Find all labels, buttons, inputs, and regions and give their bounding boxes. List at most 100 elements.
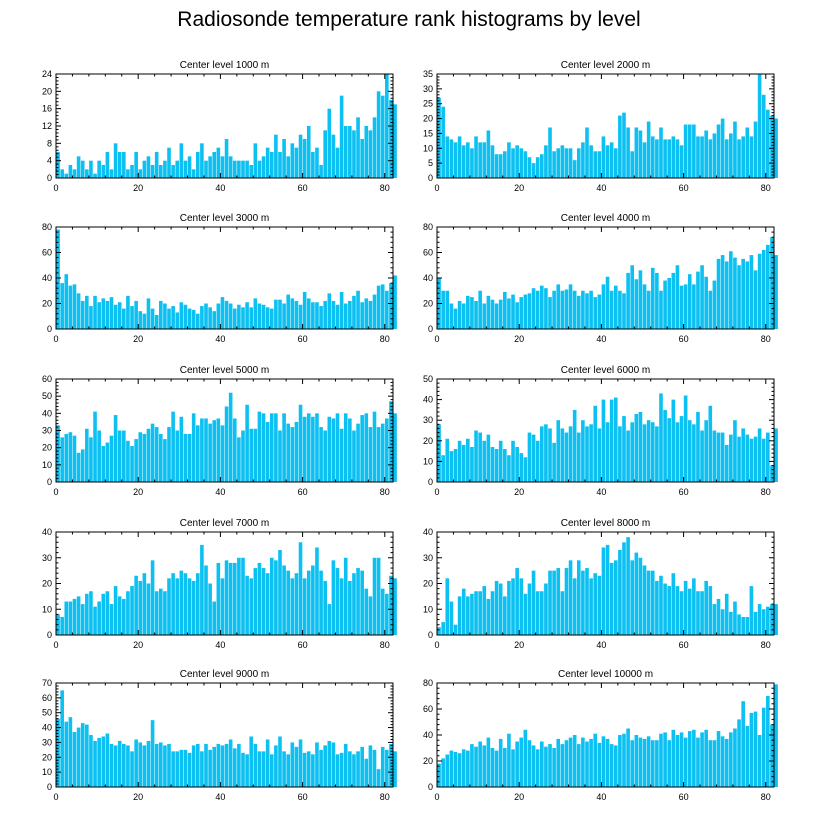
histogram-bar bbox=[311, 754, 315, 787]
panel-3: Center level 3000 m 0 20 40 60 80 0 20 40 60 80 bbox=[42, 213, 397, 344]
histogram-bar bbox=[737, 614, 741, 635]
histogram-bar bbox=[630, 265, 635, 329]
histogram-bar bbox=[712, 430, 717, 482]
x-tick-label: 80 bbox=[761, 334, 771, 344]
histogram-bar bbox=[568, 284, 573, 330]
histogram-bar bbox=[298, 542, 303, 635]
histogram-bar bbox=[671, 729, 676, 787]
histogram-bar bbox=[613, 148, 618, 178]
histogram-bar bbox=[626, 127, 630, 178]
histogram-bar bbox=[183, 749, 188, 787]
histogram-bar bbox=[376, 557, 381, 635]
y-tick-label: 50 bbox=[42, 391, 52, 401]
histogram-bar bbox=[327, 416, 332, 482]
histogram-bar bbox=[507, 455, 511, 482]
histogram-bar bbox=[498, 440, 503, 482]
histogram-bar bbox=[76, 596, 81, 636]
histogram-bar bbox=[552, 570, 556, 636]
histogram-bar bbox=[761, 707, 766, 787]
histogram-bar bbox=[716, 598, 721, 635]
histogram-bar bbox=[655, 580, 659, 635]
histogram-bar bbox=[150, 720, 155, 787]
histogram-bar bbox=[646, 290, 651, 329]
histogram-bar bbox=[306, 298, 311, 329]
x-tick-label: 60 bbox=[679, 334, 689, 344]
histogram-bar bbox=[589, 145, 593, 178]
histogram-bar bbox=[109, 435, 114, 482]
histogram-bar bbox=[80, 604, 85, 635]
histogram-bar bbox=[441, 758, 445, 787]
histogram-bar bbox=[470, 148, 474, 178]
histogram-bar bbox=[453, 142, 458, 178]
histogram-bar bbox=[335, 147, 340, 178]
histogram-bar bbox=[385, 74, 389, 178]
histogram-bar bbox=[348, 418, 352, 482]
x-tick-label: 0 bbox=[434, 487, 439, 497]
histogram-bar bbox=[720, 118, 725, 178]
histogram-bar bbox=[474, 591, 478, 635]
histogram-bar bbox=[323, 745, 327, 787]
histogram-bar bbox=[253, 568, 258, 635]
histogram-bar bbox=[474, 430, 478, 482]
histogram-bar bbox=[757, 604, 762, 635]
histogram-bar bbox=[622, 112, 626, 178]
histogram-bar bbox=[544, 583, 548, 635]
histogram-bar bbox=[85, 295, 89, 329]
histogram-bar bbox=[609, 744, 614, 787]
histogram-bar bbox=[675, 586, 680, 635]
histogram-bar bbox=[372, 294, 377, 329]
histogram-bar bbox=[368, 300, 373, 329]
x-tick-label: 60 bbox=[679, 183, 689, 193]
histogram-bar bbox=[626, 728, 630, 787]
histogram-bar bbox=[622, 542, 626, 635]
histogram-bar bbox=[453, 624, 458, 635]
histogram-bar bbox=[126, 295, 130, 329]
histogram-bar bbox=[220, 578, 225, 635]
x-tick-label: 80 bbox=[380, 640, 390, 650]
histogram-bar bbox=[64, 433, 69, 482]
histogram-bar bbox=[105, 442, 110, 482]
histogram-bar bbox=[134, 739, 138, 787]
histogram-bar bbox=[339, 578, 344, 635]
histogram-bar bbox=[482, 142, 487, 178]
histogram-bar bbox=[576, 432, 581, 482]
y-tick-label: 0 bbox=[47, 324, 52, 334]
histogram-bar bbox=[466, 142, 470, 178]
histogram-bar bbox=[311, 565, 315, 635]
histogram-bar bbox=[544, 145, 548, 178]
histogram-bar bbox=[544, 746, 548, 787]
histogram-bar bbox=[134, 439, 138, 482]
histogram-bar bbox=[638, 557, 643, 635]
histogram-bar bbox=[478, 591, 482, 635]
histogram-bar bbox=[385, 749, 389, 787]
histogram-bar bbox=[663, 732, 667, 787]
y-tick-label: 35 bbox=[423, 69, 433, 79]
histogram-bar bbox=[667, 418, 672, 482]
histogram-bar bbox=[150, 165, 155, 178]
histogram-bar bbox=[478, 290, 482, 329]
y-tick-label: 60 bbox=[423, 248, 433, 258]
histogram-bar bbox=[269, 413, 274, 482]
histogram-bar bbox=[626, 272, 630, 329]
histogram-bar bbox=[683, 737, 688, 787]
histogram-bar bbox=[372, 749, 377, 787]
histogram-bar bbox=[618, 550, 622, 635]
histogram-bar bbox=[85, 593, 89, 635]
histogram-bar bbox=[683, 284, 688, 330]
histogram-bar bbox=[290, 143, 295, 178]
histogram-bar bbox=[323, 130, 327, 178]
histogram-bar bbox=[60, 437, 64, 482]
histogram-bar bbox=[228, 739, 233, 787]
y-tick-label: 20 bbox=[42, 579, 52, 589]
histogram-bar bbox=[163, 439, 167, 482]
histogram-bar bbox=[466, 438, 470, 482]
histogram-bar bbox=[183, 573, 188, 635]
histogram-bar bbox=[343, 557, 348, 635]
histogram-bar bbox=[445, 754, 450, 787]
x-tick-label: 0 bbox=[434, 640, 439, 650]
histogram-bar bbox=[568, 426, 573, 482]
histogram-bar bbox=[552, 748, 556, 787]
histogram-bar bbox=[552, 442, 556, 482]
histogram-bar bbox=[290, 578, 295, 635]
histogram-bar bbox=[753, 121, 758, 178]
